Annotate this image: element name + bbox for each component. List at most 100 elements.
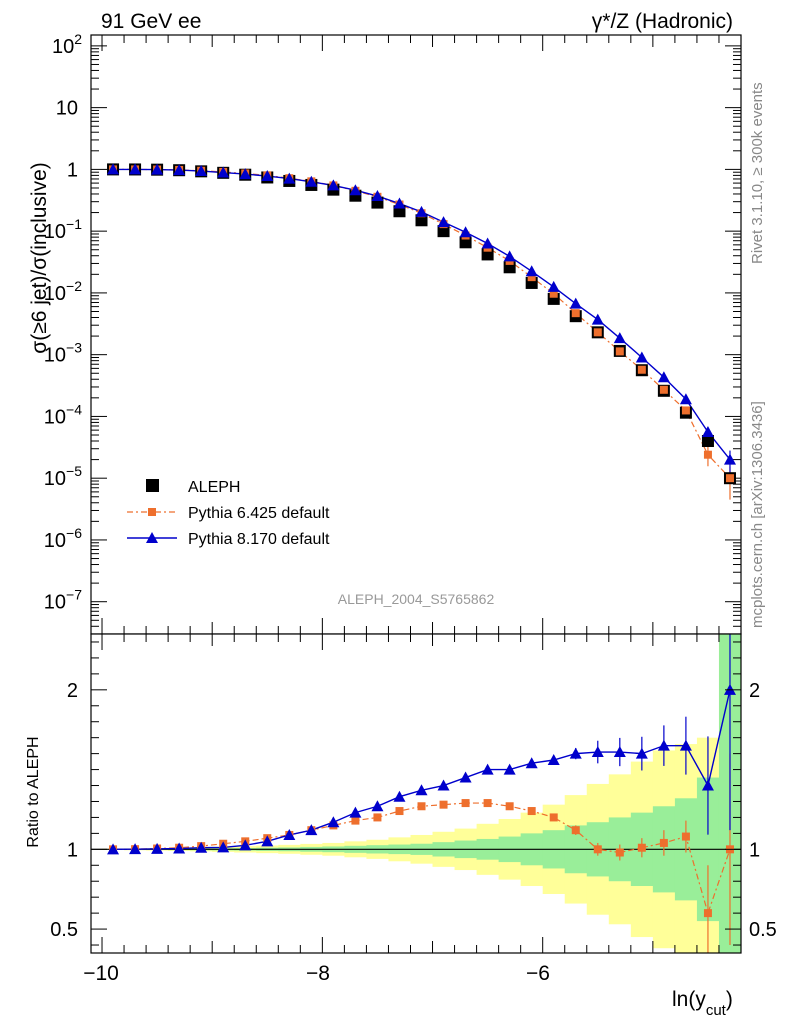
pythia8-point [679,393,692,405]
ratio-pythia8-point [195,841,208,853]
ratio-pythia8-point [701,779,714,791]
ratio-pythia6-point [483,799,492,808]
pythia8-point [195,165,208,177]
pythia8-point [481,237,494,249]
ratio-pythia6-point [439,800,448,809]
y-tick-label-base: 10 [52,36,74,58]
pythia8-point [283,172,296,184]
pythia6-point [615,347,624,356]
pythia8-point [657,371,670,383]
pythia8-point [613,332,626,344]
pythia8-point [151,163,164,175]
ratio-pythia8-point [305,824,318,836]
y-tick-label: 10−6 [44,525,82,552]
y-tick-label-base: 10 [44,345,66,367]
ratio-pythia8-point [679,739,692,751]
pythia8-point [371,190,384,202]
pythia8-point [327,179,340,191]
ratio-y-tick-label-left: 1 [67,839,78,861]
pythia8-point [217,166,230,178]
y-tick-label-exponent: −4 [66,401,82,417]
ratio-y-tick-labels: 0.5 0.5 1 1 2 2 [50,680,777,941]
legend-pythia6-marker [148,508,156,516]
pythia8-point [701,425,714,437]
legend-aleph-label: ALEPH [188,479,240,496]
ratio-y-axis-title: Ratio to ALEPH [25,736,42,847]
x-tick-label: −8 [306,962,330,985]
y-tick-label: 1 [67,159,78,181]
y-tick-label: 102 [52,31,82,58]
ratio-pythia6-point [571,826,580,835]
y-tick-label-exponent: −3 [66,340,82,356]
pythia8-point [525,265,538,277]
ratio-pythia6-point [373,813,382,822]
pythia8-point [569,297,582,309]
ratio-frame-border [90,633,742,954]
ratio-pythia8-point [371,800,384,812]
ratio-pythia8-point [591,746,604,758]
main-y-axis-title: σ(≥6 jet)/σ(inclusive) [28,162,51,353]
y-tick-label: 10 [56,98,78,120]
pythia8-point [503,250,516,262]
pythia6-point [527,273,536,282]
ratio-plot-area [91,634,742,953]
ratio-pythia8-point [261,835,274,847]
x-axis-title-base: ln(y [672,988,706,1011]
ratio-pythia6-point [637,843,646,852]
y-tick-label: 10−3 [44,340,82,367]
legend-pythia6-label: Pythia 6.425 default [188,505,330,522]
pythia6-point [725,474,734,483]
ratio-pythia8-point [393,790,406,802]
y-tick-label-exponent: −5 [66,463,82,479]
pythia8-point [591,313,604,325]
ratio-pythia8-point [635,747,648,759]
rivet-version-label: Rivet 3.1.10, ≥ 300k events [749,82,766,264]
ratio-pythia6-point [681,832,690,841]
ratio-y-tick-label-left: 2 [67,680,78,702]
pythia8-point [635,351,648,363]
ratio-pythia6-point [505,802,514,811]
y-tick-label-base: 10 [44,468,66,490]
pythia8-point [723,453,736,465]
aleph-point [437,225,450,238]
ratio-pythia8-point [151,842,164,854]
pythia8-point [129,163,142,175]
pythia8-point [107,163,120,175]
ratio-pythia6-point [461,799,470,808]
y-tick-label-base: 10 [44,406,66,428]
ratio-pythia6-point [417,802,426,811]
y-tick-label-exponent: −6 [66,525,82,541]
y-tick-label-base: 10 [44,592,66,614]
pythia8-point [349,184,362,196]
x-axis-title: ln(ycut) [672,988,733,1019]
pythia6-point [681,406,690,415]
ratio-pythia8-point [569,747,582,759]
ratio-pythia6-point [659,838,668,847]
ratio-pythia6-point [395,807,404,816]
pythia8-point [547,280,560,292]
ratio-pythia8-point [415,784,428,796]
pythia8-point [393,197,406,209]
y-tick-label-base: 10 [44,283,66,305]
x-axis-title-close: ) [726,988,733,1011]
pythia6-point [703,450,712,459]
pythia6-point [659,385,668,394]
legend: ALEPH Pythia 6.425 default Pythia 8.170 … [127,479,330,548]
ratio-y-tick-label-left: 0.5 [50,919,78,941]
ratio-pythia8-point [217,841,230,853]
pythia8-point [305,175,318,187]
pythia8-point [415,205,428,217]
ratio-pythia6-point [615,848,624,857]
title-right: γ*/Z (Hadronic) [592,10,733,33]
main-axis-ticks [91,35,741,635]
ratio-pythia6-point [549,813,558,822]
ratio-pythia8-point [547,754,560,766]
ratio-pythia8-point [173,842,186,854]
x-axis-title-subscript: cut [706,1002,727,1019]
pythia8-point [459,226,472,238]
y-tick-label: 10−4 [44,401,82,428]
ratio-pythia6-point [593,845,602,854]
y-tick-label: 10−1 [44,216,82,243]
